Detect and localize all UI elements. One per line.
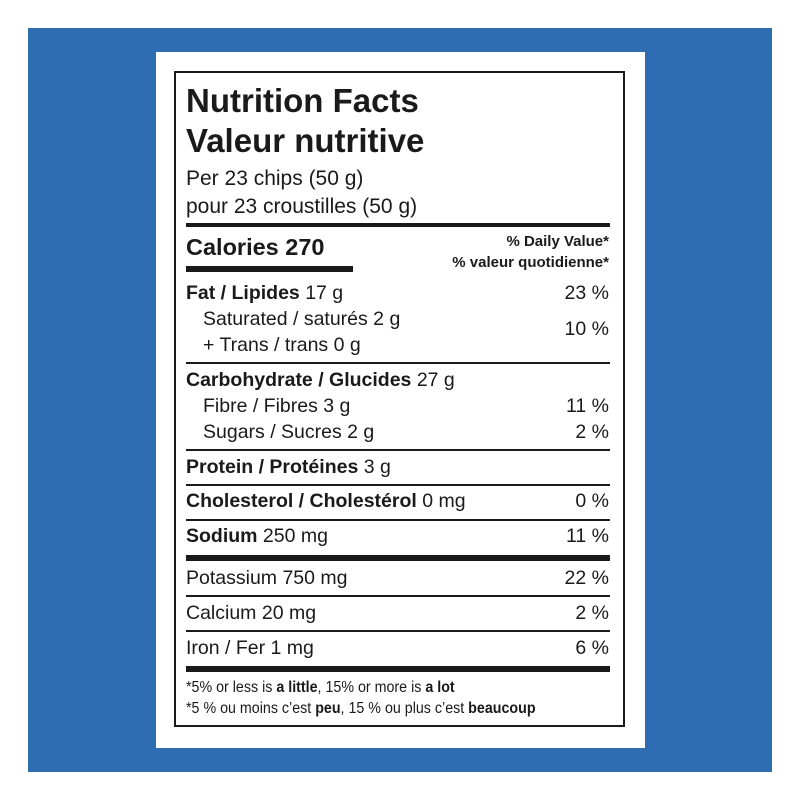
sat-trans-dv: 10 % xyxy=(564,318,609,340)
fat-label: Fat / Lipides xyxy=(186,282,300,304)
protein-label: Protein / Protéines xyxy=(186,456,359,478)
potassium-row: Potassium 750 mg xyxy=(186,567,348,589)
divider xyxy=(186,519,610,521)
iron-row: Iron / Fer 1 mg xyxy=(186,637,314,659)
daily-value-en: % Daily Value* xyxy=(506,233,609,250)
footnote-text: *5% or less is xyxy=(186,679,277,696)
footnote-bold: peu xyxy=(315,700,341,717)
thick-divider xyxy=(186,666,610,672)
title-fr: Valeur nutritive xyxy=(186,122,425,159)
divider xyxy=(186,595,610,597)
cholesterol-dv: 0 % xyxy=(575,490,609,512)
title-en: Nutrition Facts xyxy=(186,82,419,119)
protein-amount: 3 g xyxy=(363,456,391,478)
carb-amount: 27 g xyxy=(416,369,455,391)
footnote-text: *5 % ou moins c’est xyxy=(186,700,316,717)
sodium-row: Sodium 250 mg xyxy=(186,524,328,548)
daily-value-fr: % valeur quotidienne* xyxy=(452,254,609,271)
saturated-row: Saturated / saturés 2 g xyxy=(203,308,401,330)
footnote-en: *5% or less is a little, 15% or more is … xyxy=(186,678,455,698)
fibre-row: Fibre / Fibres 3 g xyxy=(203,395,351,417)
potassium-dv: 22 % xyxy=(564,567,609,589)
serving-en: Per 23 chips (50 g) xyxy=(186,167,364,190)
calcium-row: Calcium 20 mg xyxy=(186,602,317,624)
divider xyxy=(186,630,610,632)
cholesterol-row: Cholesterol / Cholestérol 0 mg xyxy=(186,489,466,513)
fibre-dv: 11 % xyxy=(566,395,609,417)
footnote-text: , 15% or more is xyxy=(317,679,426,696)
sodium-dv: 11 % xyxy=(566,525,609,547)
sugars-row: Sugars / Sucres 2 g xyxy=(203,421,375,443)
thick-divider xyxy=(186,555,610,561)
iron-dv: 6 % xyxy=(575,637,609,659)
divider xyxy=(186,484,610,486)
divider xyxy=(186,362,610,364)
calories-label: Calories xyxy=(186,234,279,260)
footnote-bold: a little xyxy=(276,679,318,696)
calcium-dv: 2 % xyxy=(575,602,609,624)
divider xyxy=(186,223,610,227)
footnote-text: , 15 % ou plus c’est xyxy=(340,700,469,717)
calories-value: 270 xyxy=(285,234,325,260)
cholesterol-amount: 0 mg xyxy=(422,490,466,512)
divider xyxy=(186,449,610,451)
label-panel xyxy=(156,52,645,748)
footnote-fr: *5 % ou moins c’est peu, 15 % ou plus c’… xyxy=(186,699,536,719)
footnote-bold: a lot xyxy=(425,679,455,696)
fat-amount: 17 g xyxy=(305,282,344,304)
sodium-amount: 250 mg xyxy=(262,525,328,547)
calories-underline xyxy=(186,266,353,272)
calories-line: Calories 270 xyxy=(186,232,325,262)
nutrition-facts-table xyxy=(174,71,625,727)
sodium-label: Sodium xyxy=(186,525,258,547)
fat-row: Fat / Lipides 17 g xyxy=(186,281,343,305)
protein-row: Protein / Protéines 3 g xyxy=(186,455,391,479)
sugars-dv: 2 % xyxy=(575,421,609,443)
footnote-bold: beaucoup xyxy=(468,700,536,717)
trans-row: + Trans / trans 0 g xyxy=(203,334,361,356)
fat-dv: 23 % xyxy=(564,282,609,304)
carb-row: Carbohydrate / Glucides 27 g xyxy=(186,368,455,392)
carb-label: Carbohydrate / Glucides xyxy=(186,369,412,391)
cholesterol-label: Cholesterol / Cholestérol xyxy=(186,490,417,512)
serving-fr: pour 23 croustilles (50 g) xyxy=(186,195,418,218)
